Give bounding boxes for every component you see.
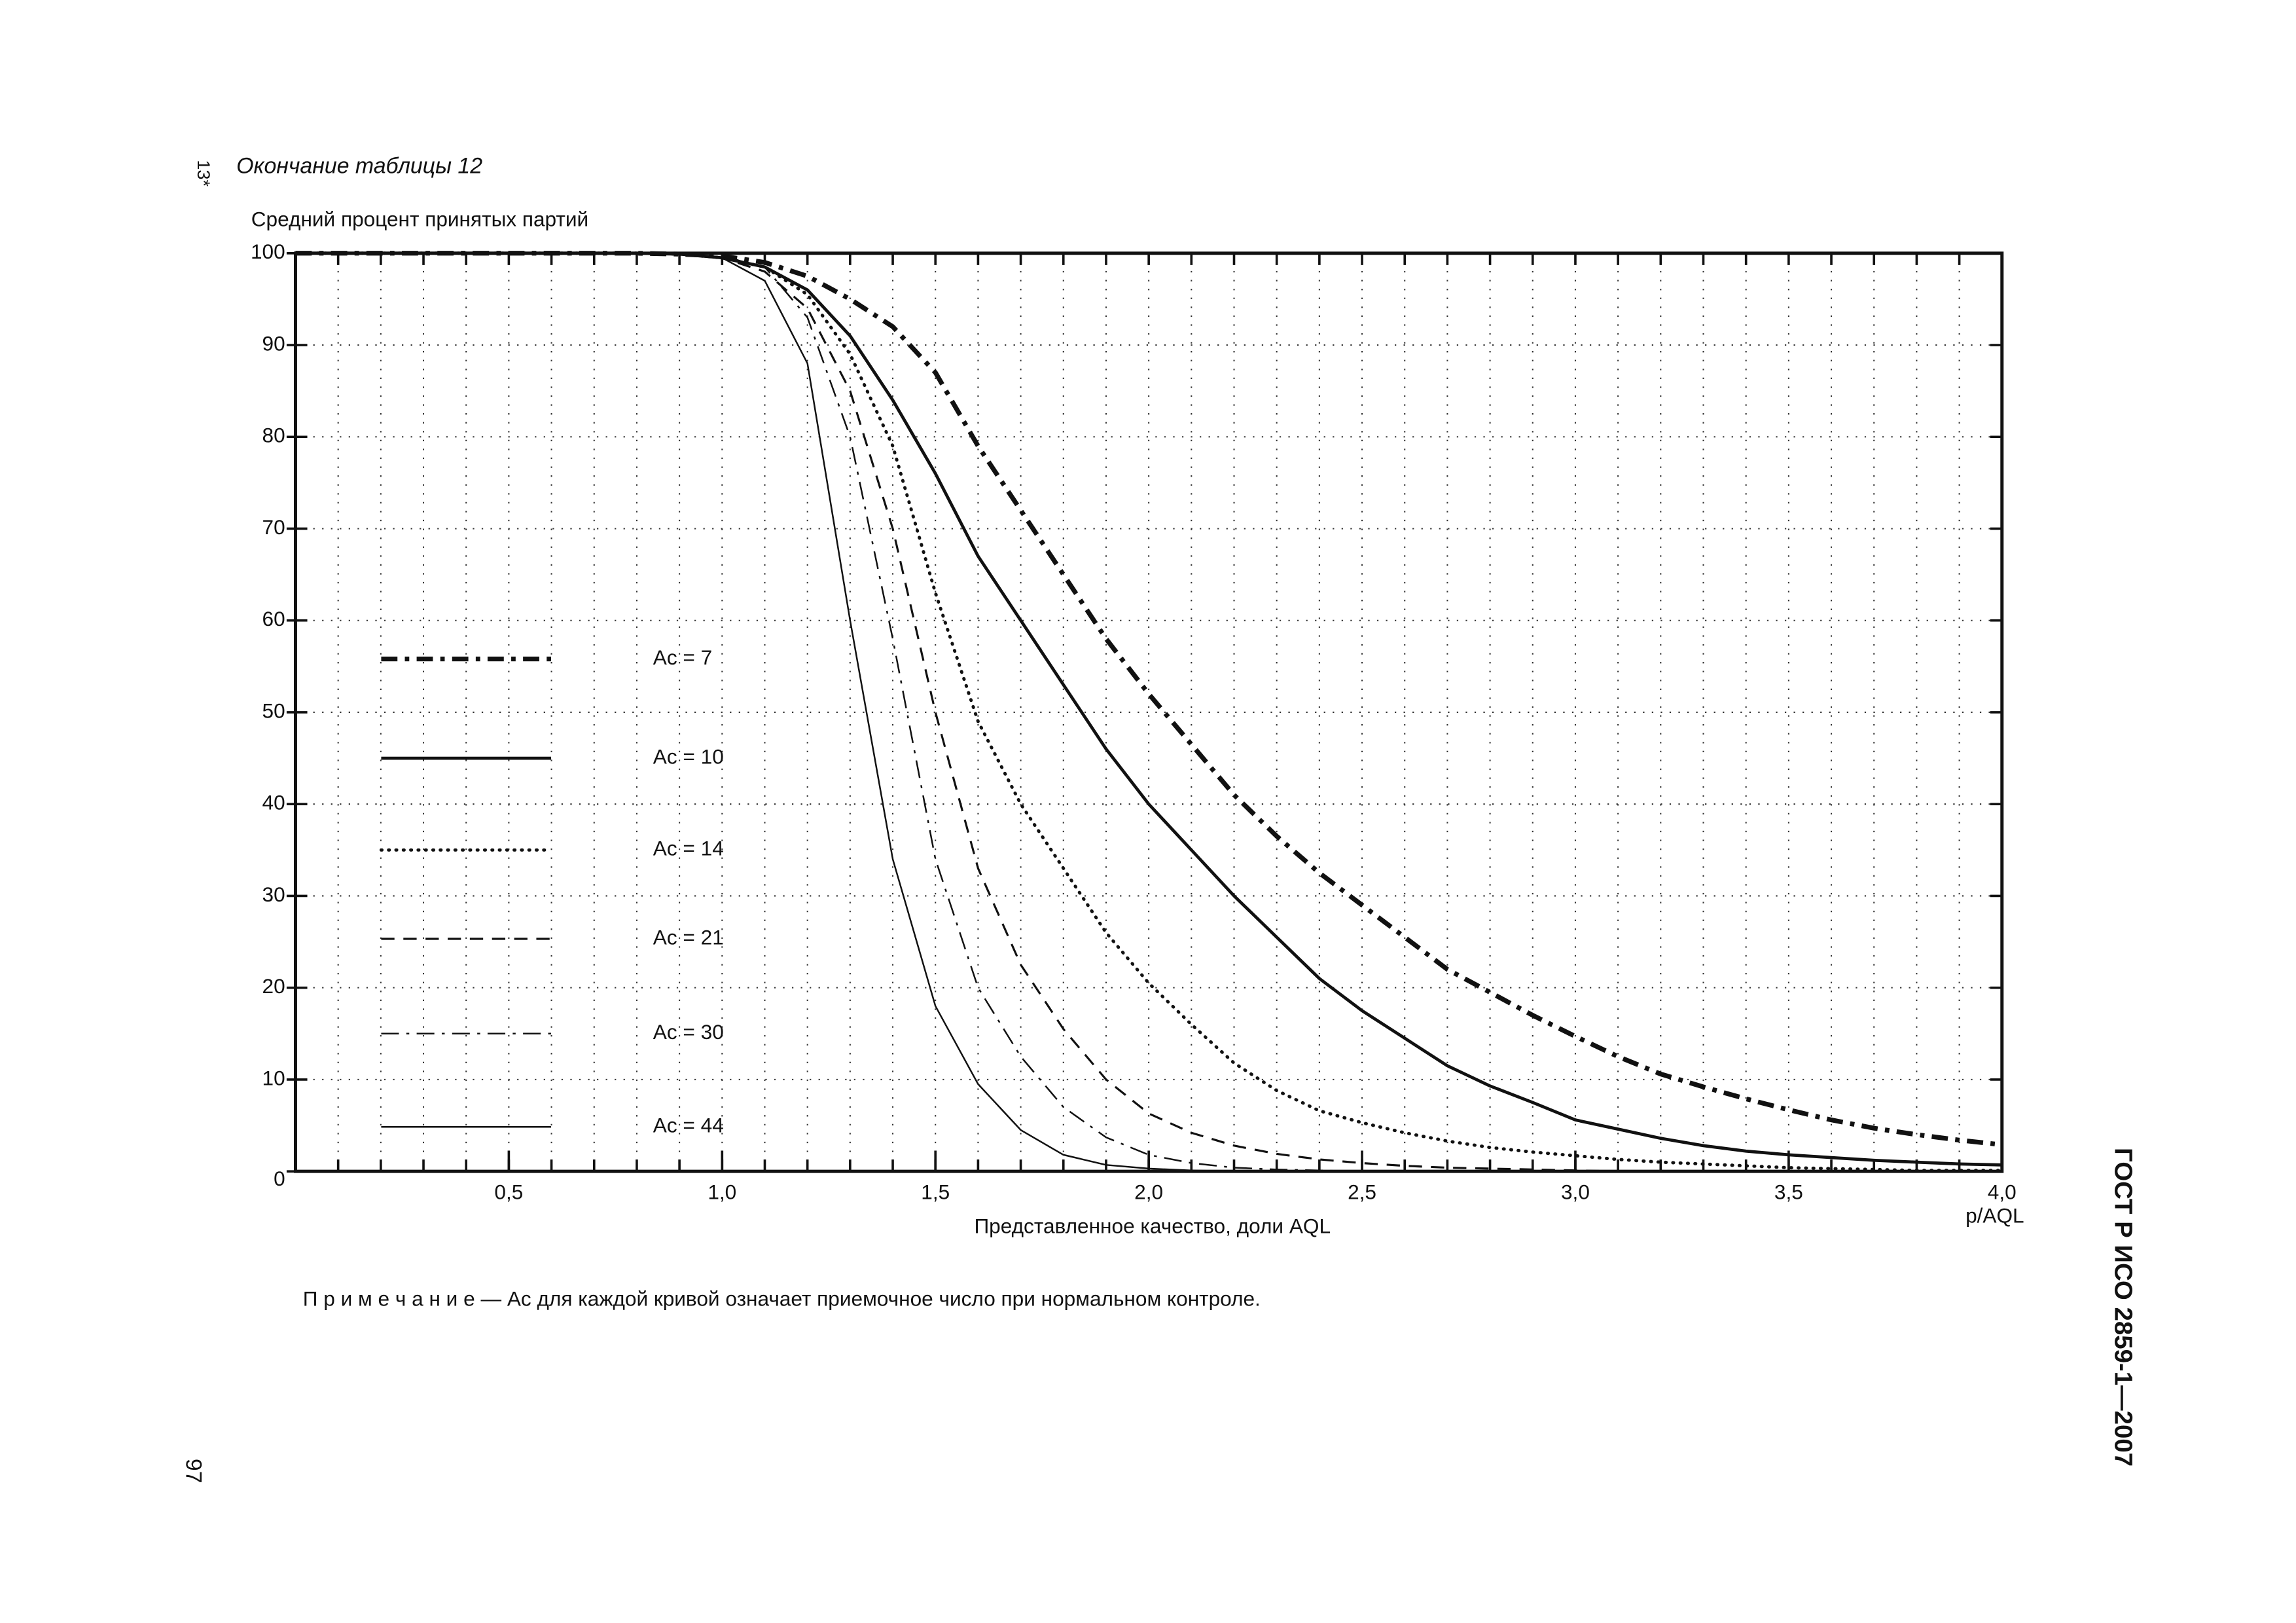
y-tick-label: 90: [262, 331, 285, 355]
x-tick-label: 2,5: [1348, 1180, 1376, 1203]
y-tick-label: 0: [274, 1167, 285, 1190]
legend-label: Ac = 44: [653, 1114, 724, 1137]
legend-label: Ac = 30: [653, 1020, 724, 1044]
legend-label: Ac = 21: [653, 925, 724, 949]
x-tick-label: 4,0: [1988, 1180, 2017, 1203]
curve: [295, 252, 2002, 1173]
y-tick-label: 80: [262, 424, 285, 447]
y-tick-label: 20: [262, 974, 285, 998]
x-tick-label: 3,5: [1774, 1180, 1803, 1203]
y-tick-label: 10: [262, 1066, 285, 1089]
x-tick-label: 1,5: [921, 1180, 950, 1203]
y-tick-label: 40: [262, 791, 285, 814]
y-tick-label: 70: [262, 515, 285, 539]
plot-frame: [293, 251, 2004, 1173]
standard-code: ГОСТ Р ИСО 2859-1—2007: [2109, 1148, 2138, 1467]
x-tick-label: 3,0: [1561, 1180, 1590, 1203]
page-marker: 13*: [194, 160, 214, 187]
page-number: 97: [181, 1459, 206, 1484]
x-tick-label: 1,0: [708, 1180, 736, 1203]
note: П р и м е ч а н и е — Ас для каждой крив…: [303, 1286, 1261, 1310]
y-tick-label: 30: [262, 883, 285, 906]
x-tick-label: 2,0: [1134, 1180, 1163, 1203]
y-tick-label: 50: [262, 699, 285, 722]
y-axis-title: Средний процент принятых партий: [251, 207, 588, 230]
legend-label: Ac = 10: [653, 744, 724, 768]
x-axis-unit: p/AQL: [1965, 1204, 2024, 1228]
header: Окончание таблицы 12: [236, 154, 482, 179]
legend-label: Ac = 7: [653, 646, 712, 669]
x-axis-title: Представленное качество, доли AQL: [974, 1214, 1331, 1237]
x-tick-label: 0,5: [494, 1180, 523, 1203]
y-tick-label: 100: [251, 240, 285, 263]
curve: [293, 251, 2004, 1173]
y-tick-label: 60: [262, 607, 285, 630]
legend-label: Ac = 14: [653, 837, 724, 860]
